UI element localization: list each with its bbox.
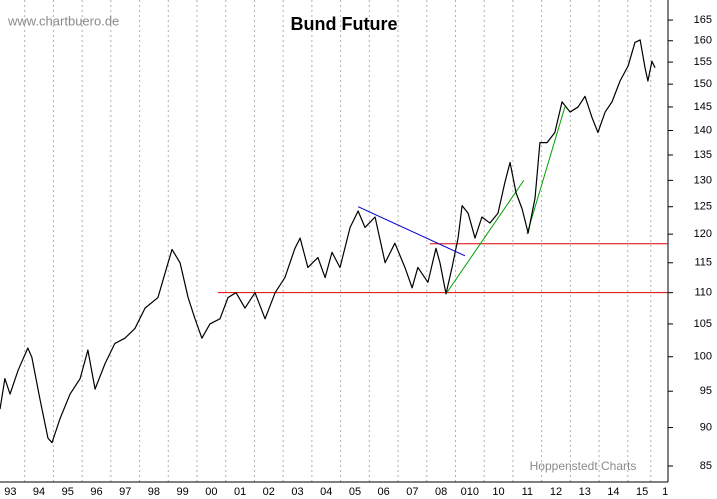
x-tick-label: 01 xyxy=(234,486,246,498)
x-tick-label: 04 xyxy=(320,486,332,498)
x-tick-label: 95 xyxy=(62,486,74,498)
y-tick-label: 90 xyxy=(700,421,712,433)
y-tick-label: 140 xyxy=(694,124,712,136)
y-tick-label: 125 xyxy=(694,201,712,213)
y-tick-label: 85 xyxy=(700,460,712,472)
x-tick-label: 93 xyxy=(4,486,16,498)
credit-label: Hoppenstedt Charts xyxy=(530,459,637,473)
y-tick-label: 160 xyxy=(694,35,712,47)
y-tick-label: 150 xyxy=(694,78,712,90)
x-tick-label: 08 xyxy=(435,486,447,498)
x-tick-label: 13 xyxy=(579,486,591,498)
y-tick-label: 130 xyxy=(694,174,712,186)
x-tick-label: 1 xyxy=(662,486,668,498)
price-line xyxy=(0,39,656,444)
x-tick-label: 11 xyxy=(522,486,533,498)
y-tick-label: 105 xyxy=(694,318,712,330)
x-tick-label: 10 xyxy=(492,486,504,498)
x-tick-label: 010 xyxy=(461,486,479,498)
y-tick-label: 100 xyxy=(694,351,712,363)
x-tick-label: 94 xyxy=(33,486,45,498)
y-tick-label: 155 xyxy=(694,56,712,68)
x-tick-label: 07 xyxy=(406,486,418,498)
y-tick-label: 110 xyxy=(694,287,712,299)
x-tick-label: 06 xyxy=(378,486,390,498)
x-tick-label: 00 xyxy=(205,486,217,498)
y-tick-label: 95 xyxy=(700,385,712,397)
x-tick-label: 12 xyxy=(550,486,562,498)
x-tick-label: 15 xyxy=(636,486,648,498)
trend-line xyxy=(526,106,566,235)
x-tick-label: 02 xyxy=(263,486,275,498)
x-tick-label: 97 xyxy=(119,486,131,498)
trend-line xyxy=(357,206,466,257)
x-tick-label: 98 xyxy=(148,486,160,498)
y-tick-label: 135 xyxy=(694,149,712,161)
chart-title: Bund Future xyxy=(291,14,398,34)
y-tick-label: 115 xyxy=(694,257,712,269)
source-label: www.chartbuero.de xyxy=(7,13,119,28)
x-tick-label: 03 xyxy=(291,486,303,498)
y-tick-label: 120 xyxy=(694,228,712,240)
x-tick-label: 05 xyxy=(349,486,361,498)
trend-line xyxy=(445,180,525,295)
y-tick-label: 165 xyxy=(694,14,712,26)
x-tick-label: 14 xyxy=(607,486,619,498)
x-tick-label: 99 xyxy=(177,486,189,498)
y-tick-label: 145 xyxy=(694,101,712,113)
x-tick-label: 96 xyxy=(90,486,102,498)
